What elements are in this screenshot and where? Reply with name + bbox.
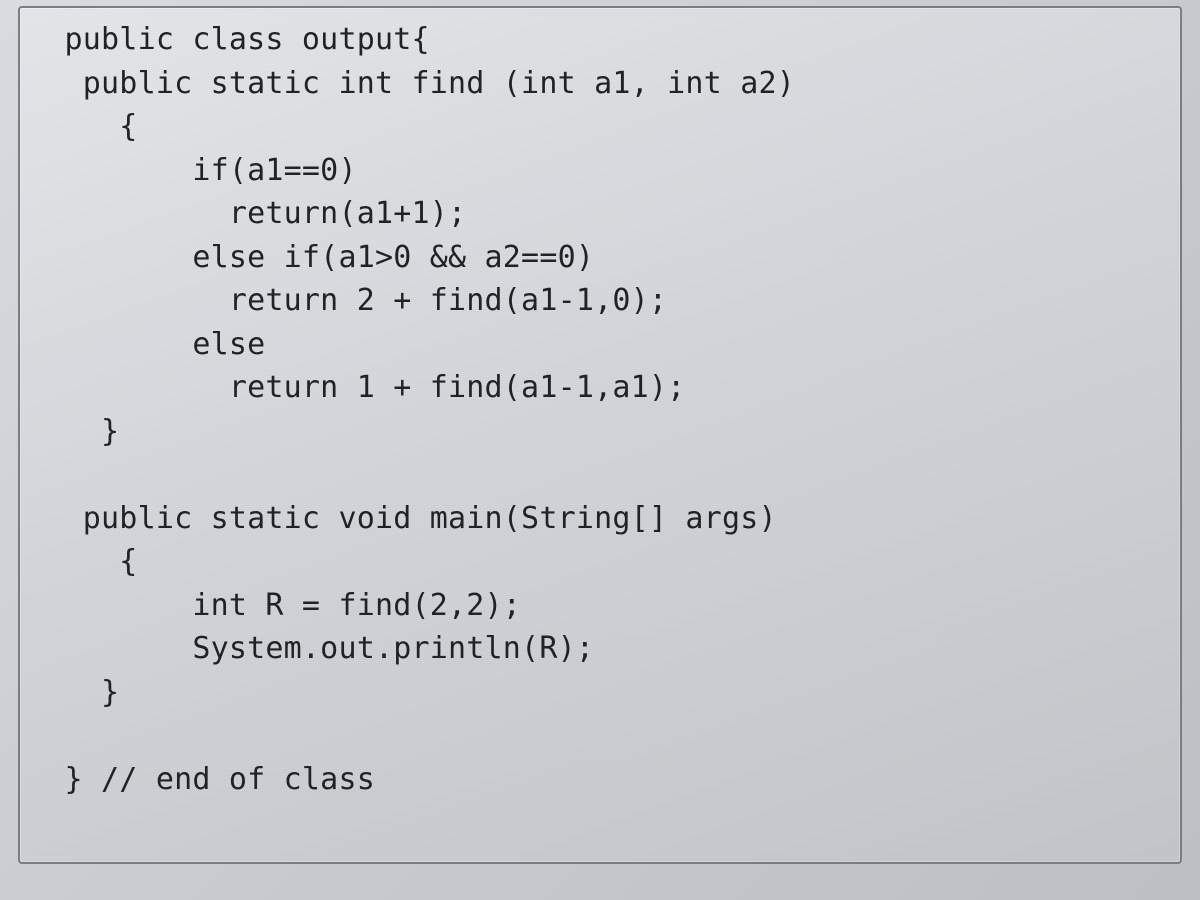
code-frame: public class output{ public static int f… [18,6,1182,864]
code-block: public class output{ public static int f… [20,8,1180,821]
